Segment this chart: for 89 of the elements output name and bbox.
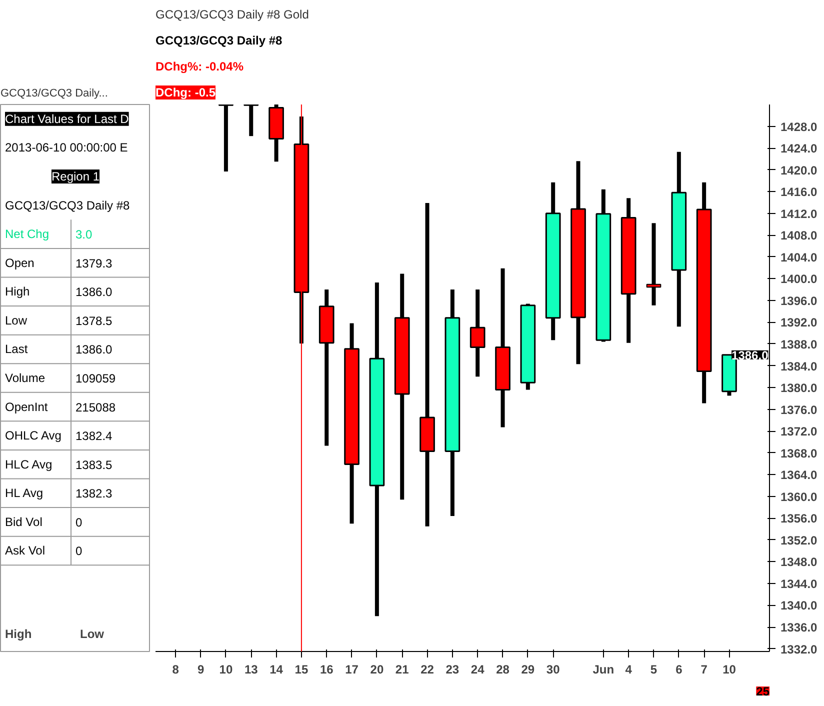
y-tick-label: 1416.0 — [780, 185, 818, 200]
text: 3.0 — [76, 228, 92, 242]
x-tick-label: 17 — [345, 662, 359, 676]
text: Chart Values for Last D — [5, 112, 130, 126]
y-tick-label: 1380.0 — [780, 381, 818, 396]
y-tick-label: 1344.0 — [780, 576, 818, 591]
y-tick-label: 1332.0 — [780, 642, 818, 656]
y-tick-label: 1428.0 — [780, 120, 818, 134]
chart-subtitle: DChg%: -0.04% — [156, 60, 244, 74]
y-tick-label: 1392.0 — [780, 316, 818, 330]
text: 25 — [756, 684, 770, 698]
chart-title: GCQ13/GCQ3 Daily #8 — [156, 34, 283, 48]
y-tick-label: 1408.0 — [780, 228, 818, 243]
text: 215088 — [76, 400, 116, 414]
category-label: Bid Vol — [5, 514, 42, 529]
text: GCQ13/GCQ3 Daily... — [0, 88, 108, 100]
candlestick — [646, 223, 662, 306]
y-tick-label: 1356.0 — [780, 512, 818, 526]
text: Low — [80, 627, 105, 642]
y-tick-label: 1400.0 — [780, 272, 818, 286]
x-tick-label: 14 — [270, 662, 284, 676]
x-tick-label: 20 — [370, 662, 384, 676]
y-tick-label: 1404.0 — [780, 250, 818, 264]
category-label: OHLC Avg — [5, 428, 62, 443]
x-tick-label: 24 — [470, 662, 485, 676]
category-label: HLC Avg — [5, 457, 52, 472]
text: 1382.3 — [76, 486, 112, 501]
category-label: Net Chg — [5, 227, 50, 242]
y-tick-label: 1412.0 — [780, 206, 818, 221]
category-label: Ask Vol — [5, 544, 46, 558]
y-tick-label: 1340.0 — [780, 598, 818, 613]
category-label: Volume — [5, 371, 46, 385]
candlestick — [218, 104, 234, 172]
y-tick-label: 1360.0 — [780, 490, 818, 504]
x-tick-label: 21 — [395, 662, 410, 676]
y-tick-label: 1336.0 — [780, 620, 818, 635]
text: 1386.0 — [76, 342, 112, 357]
annotation: 1386.0 — [732, 348, 769, 362]
y-tick-label: 1368.0 — [780, 446, 818, 460]
x-tick-label: 15 — [294, 662, 308, 676]
text: DChg: -0.5 — [156, 86, 216, 100]
text: 1378.5 — [76, 314, 112, 328]
category-label: HL Avg — [5, 486, 44, 500]
y-tick-label: 1384.0 — [780, 359, 818, 374]
text: 1379.3 — [76, 256, 112, 270]
text: 0 — [76, 515, 82, 530]
category-label: Last — [5, 342, 28, 356]
x-tick-label: 16 — [320, 662, 334, 676]
x-tick-label: Jun — [592, 662, 614, 676]
text: 2013-06-10 00:00:00 E — [5, 140, 128, 155]
x-tick-label: 6 — [676, 662, 683, 676]
x-tick-label: 28 — [496, 662, 510, 676]
y-tick-label: 1396.0 — [780, 294, 818, 308]
text: 1382.4 — [76, 429, 112, 444]
x-tick-label: 10 — [219, 662, 233, 676]
text: Region 1 — [51, 169, 100, 184]
text: 1386.0 — [76, 285, 112, 300]
y-tick-label: 1376.0 — [780, 402, 818, 417]
x-tick-label: 29 — [521, 662, 535, 676]
x-tick-label: 30 — [546, 662, 560, 676]
text: 1383.5 — [76, 458, 112, 472]
y-tick-label: 1352.0 — [780, 533, 818, 548]
text: High — [5, 627, 32, 642]
y-tick-label: 1388.0 — [780, 337, 818, 352]
x-tick-label: 8 — [172, 662, 180, 676]
text: GCQ13/GCQ3 Daily #8 — [5, 198, 130, 212]
text: 0 — [76, 544, 82, 558]
y-tick-label: 1424.0 — [780, 142, 818, 156]
y-tick-label: 1348.0 — [780, 555, 818, 570]
x-tick-label: 23 — [446, 662, 460, 676]
candlestick — [420, 203, 435, 526]
y-tick-label: 1372.0 — [780, 424, 818, 439]
x-tick-label: 9 — [197, 662, 204, 676]
x-tick-label: 22 — [420, 662, 434, 676]
x-tick-label: 5 — [650, 662, 658, 676]
y-tick-label: 1420.0 — [780, 163, 818, 178]
candlestick — [244, 104, 259, 136]
candlestick — [470, 290, 486, 377]
category-label: Low — [5, 313, 28, 328]
y-tick-label: 1364.0 — [780, 468, 818, 482]
x-tick-label: 7 — [700, 662, 708, 676]
category-label: OpenInt — [5, 400, 48, 414]
text: 109059 — [76, 372, 116, 386]
x-tick-label: 4 — [625, 662, 632, 676]
category-label: High — [5, 284, 30, 299]
category-label: Open — [5, 256, 34, 270]
x-tick-label: 13 — [244, 662, 258, 676]
text: GCQ13/GCQ3 Daily #8 Gold — [156, 8, 309, 22]
x-tick-label: 10 — [722, 662, 736, 676]
